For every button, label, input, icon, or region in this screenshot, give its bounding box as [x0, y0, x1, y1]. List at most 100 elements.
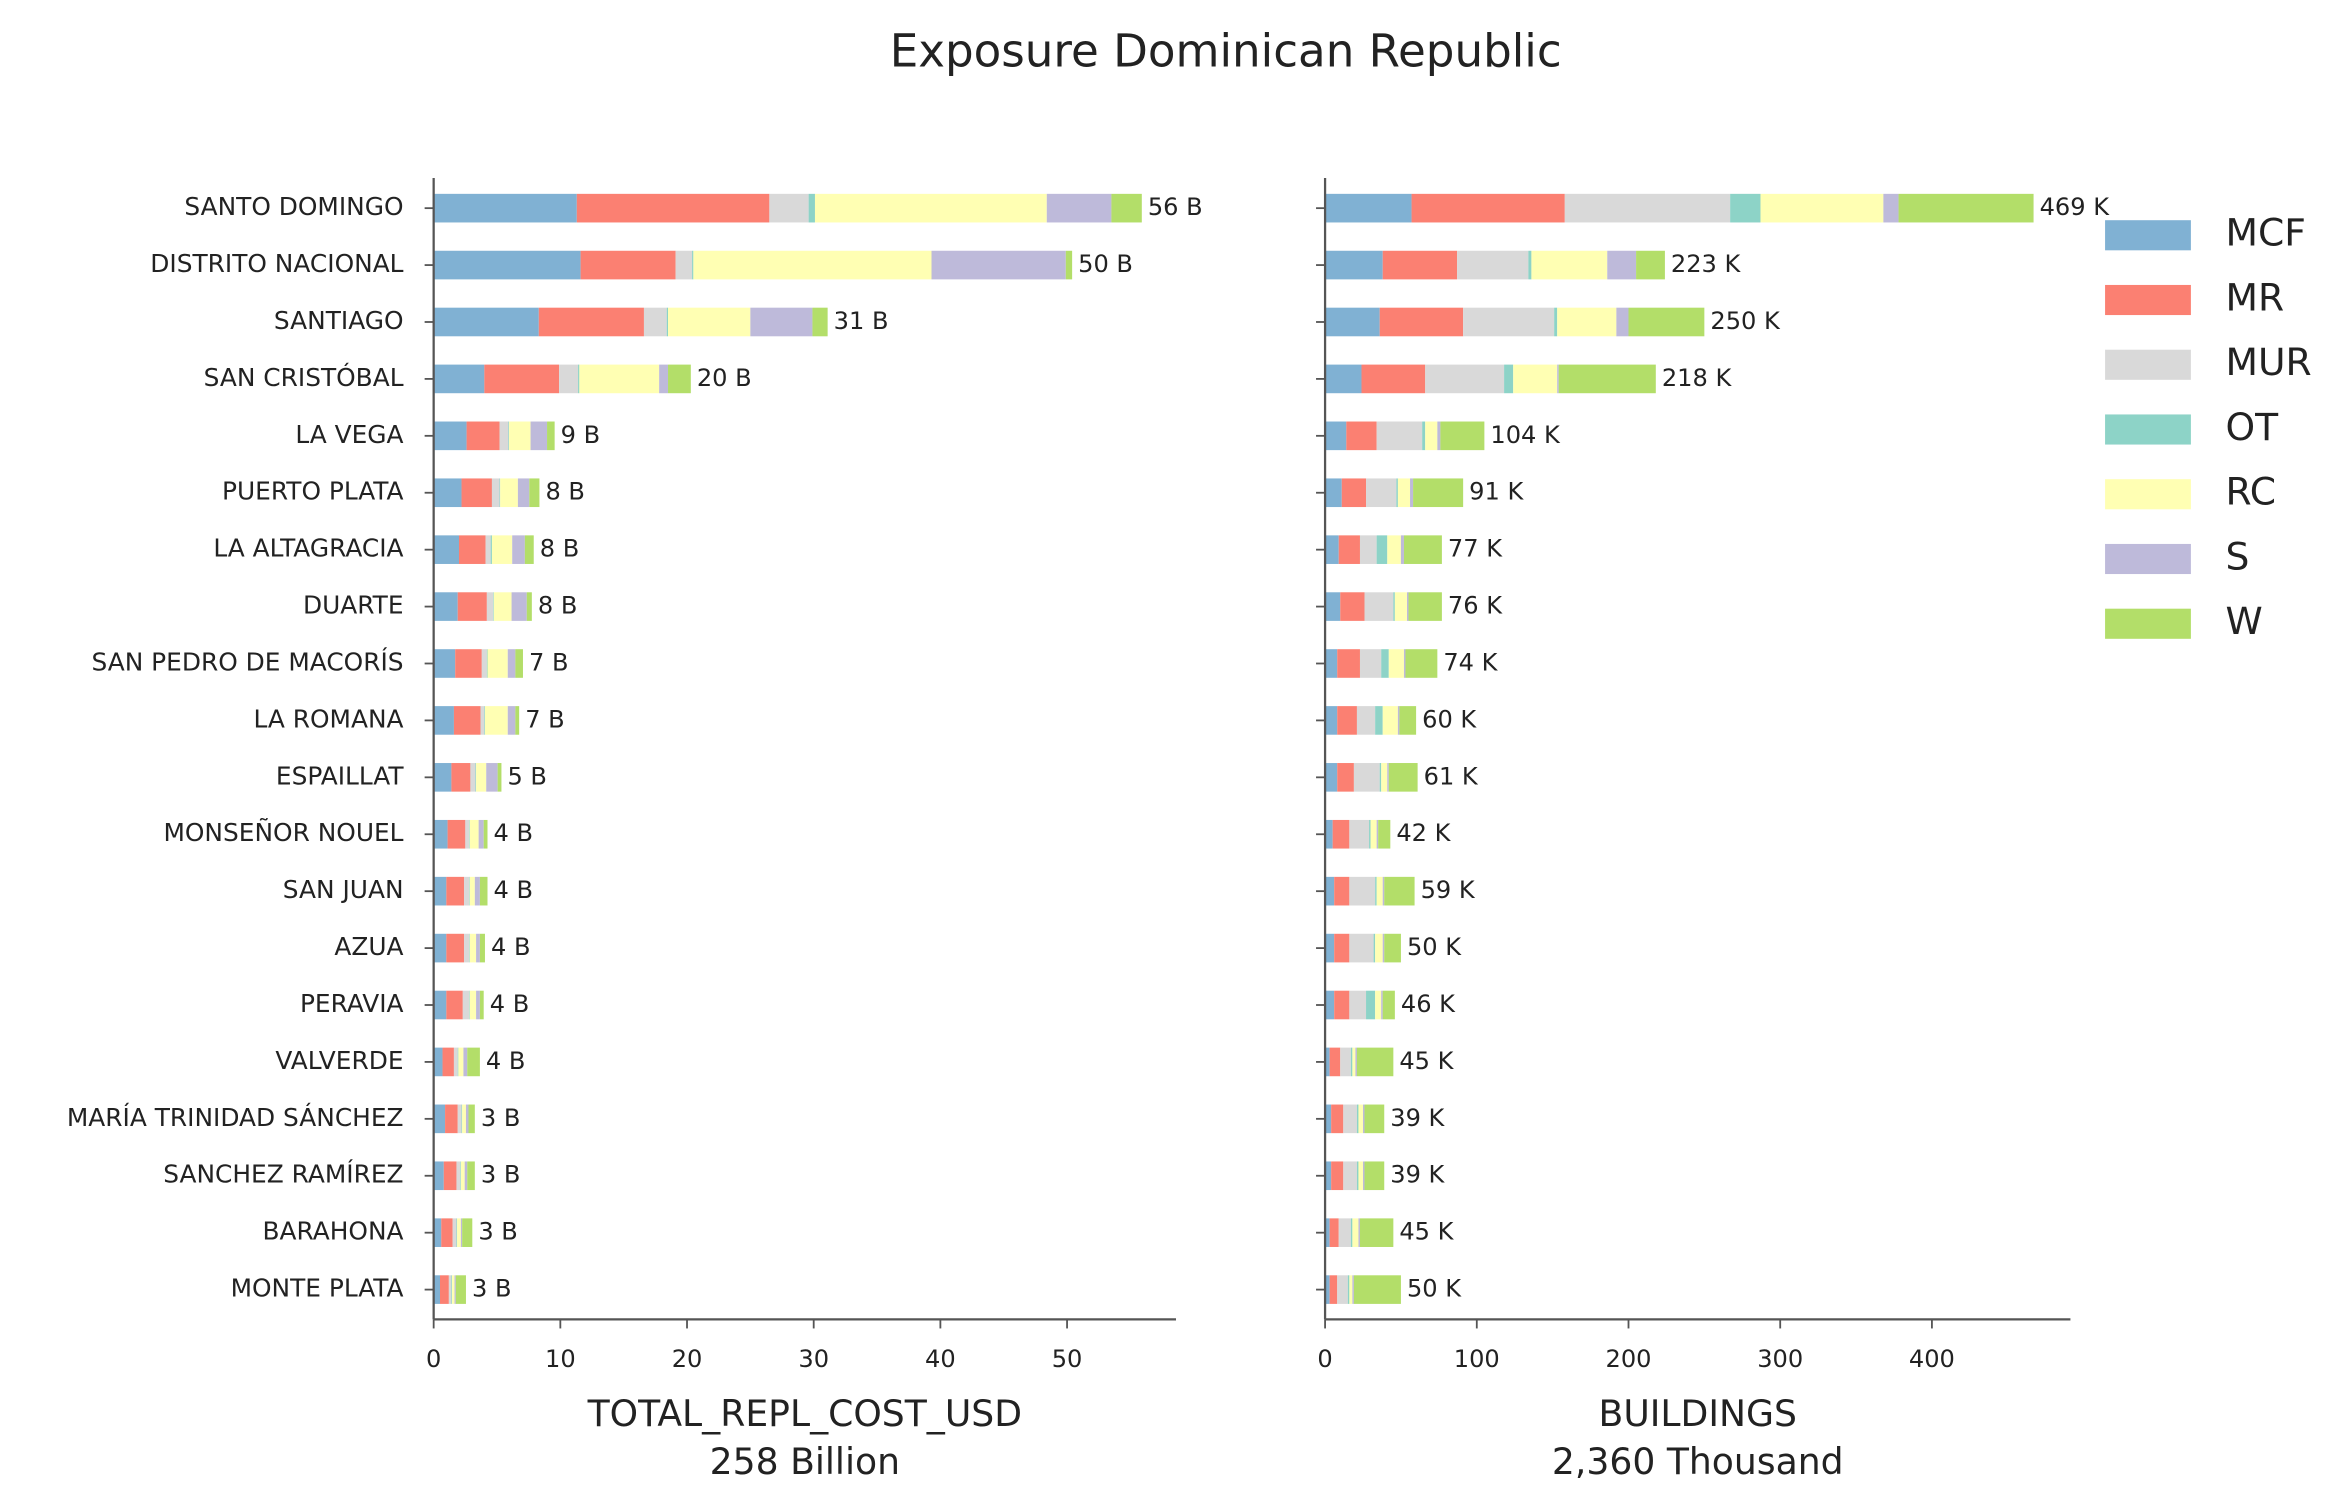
- bar-segment: [433, 819, 448, 849]
- bar-segment: [1382, 990, 1395, 1020]
- bar-segment: [1325, 1218, 1330, 1247]
- bar-segment: [475, 763, 477, 792]
- y-tick-label: SANCHEZ RAMÍREZ: [163, 1160, 403, 1189]
- bar-segment: [1364, 1104, 1385, 1134]
- bar-segment: [1413, 478, 1464, 508]
- bar-segment: [1325, 193, 1412, 223]
- bar-segment: [1397, 706, 1400, 735]
- bar-segment: [509, 421, 531, 451]
- bar-segment: [1375, 990, 1382, 1020]
- bar-segment: [814, 193, 1047, 223]
- bar-segment: [465, 1104, 469, 1134]
- bar-segment: [433, 421, 467, 451]
- bar-segment: [469, 819, 470, 849]
- bar-segment: [433, 763, 452, 792]
- y-tick-label: MONTE PLATA: [231, 1274, 404, 1303]
- legend-swatch: [2105, 479, 2191, 510]
- legend-swatch: [2105, 543, 2191, 575]
- bar-segment: [446, 933, 465, 963]
- bar-segment: [458, 1047, 464, 1077]
- bar-segment: [445, 1104, 458, 1134]
- bar-segment: [462, 1218, 473, 1247]
- bar-segment: [1352, 1047, 1356, 1077]
- legend-swatch: [2105, 220, 2191, 251]
- total-label: 4 B: [490, 990, 529, 1018]
- x-tick-label: 100: [1454, 1345, 1500, 1373]
- y-tick-label: SAN PEDRO DE MACORÍS: [92, 647, 404, 676]
- bar-segment: [1331, 1104, 1344, 1134]
- bar-segment: [484, 364, 560, 394]
- bar-segment: [433, 933, 447, 963]
- chart-title: Exposure Dominican Republic: [890, 25, 1562, 78]
- bar-segment: [1403, 649, 1406, 678]
- total-label: 20 B: [697, 364, 752, 392]
- bar-segment: [579, 364, 660, 394]
- bar-segment: [1557, 307, 1617, 337]
- bar-segment: [481, 649, 487, 678]
- bar-segment: [1636, 250, 1665, 280]
- bar-segment: [659, 364, 669, 394]
- legend-label: MR: [2226, 276, 2285, 320]
- bar-segment: [1378, 819, 1391, 849]
- bar-segment: [457, 1218, 461, 1247]
- bar-segment: [457, 592, 487, 621]
- y-tick-label: SANTIAGO: [274, 306, 404, 335]
- bar-segment: [1400, 535, 1404, 564]
- bar-segment: [576, 193, 770, 223]
- bar-segment: [497, 763, 502, 792]
- bar-segment: [460, 1161, 461, 1191]
- total-label: 39 K: [1390, 1161, 1445, 1189]
- bar-segment: [433, 1104, 446, 1134]
- bar-segment: [1356, 706, 1376, 735]
- bar-segment: [1366, 478, 1397, 508]
- bar-segment: [1396, 478, 1398, 508]
- bar-segment: [433, 706, 454, 735]
- bar-segment: [515, 706, 520, 735]
- bar-segment: [433, 364, 485, 394]
- bar-segment: [479, 876, 488, 906]
- bar-segment: [1325, 1161, 1332, 1191]
- bar-segment: [1504, 364, 1514, 394]
- bar-segment: [1376, 535, 1388, 564]
- bar-segment: [1358, 1218, 1360, 1247]
- total-label: 45 K: [1399, 1047, 1454, 1075]
- bar-segment: [515, 649, 523, 678]
- bar-segment: [433, 535, 459, 564]
- bar-segment: [452, 1275, 455, 1304]
- x-axis-sublabel: 2,360 Thousand: [1552, 1440, 1844, 1483]
- x-tick-label: 0: [426, 1345, 441, 1373]
- y-tick-label: VALVERDE: [275, 1046, 403, 1075]
- bar-segment: [1325, 307, 1380, 337]
- x-tick-label: 30: [798, 1345, 829, 1373]
- bar-segment: [1325, 990, 1335, 1020]
- total-label: 31 B: [834, 307, 889, 335]
- bar-segment: [461, 1104, 463, 1134]
- bar-segment: [1370, 819, 1377, 849]
- legend-label: MCF: [2226, 211, 2306, 255]
- total-label: 50 K: [1407, 933, 1462, 961]
- bar-segment: [469, 933, 470, 963]
- bar-segment: [1375, 933, 1383, 963]
- bar-segment: [1334, 876, 1350, 906]
- bar-segment: [1388, 649, 1404, 678]
- bar-segment: [1329, 1275, 1338, 1304]
- total-label: 61 K: [1424, 762, 1479, 790]
- bar-segment: [1411, 193, 1565, 223]
- bar-segment: [464, 1161, 468, 1191]
- bar-segment: [1343, 1104, 1357, 1134]
- bar-segment: [469, 933, 477, 963]
- bar-segment: [668, 364, 691, 394]
- bar-segment: [433, 592, 458, 621]
- bar-segment: [1352, 1218, 1359, 1247]
- bar-segment: [1350, 1047, 1353, 1077]
- bar-segment: [1363, 1161, 1365, 1191]
- bar-segment: [1352, 1275, 1354, 1304]
- bar-segment: [1376, 421, 1423, 451]
- x-axis-sublabel: 258 Billion: [710, 1440, 900, 1483]
- total-label: 3 B: [481, 1161, 521, 1189]
- bar-segment: [1334, 933, 1350, 963]
- bar-segment: [439, 1275, 449, 1304]
- bar-segment: [1384, 876, 1415, 906]
